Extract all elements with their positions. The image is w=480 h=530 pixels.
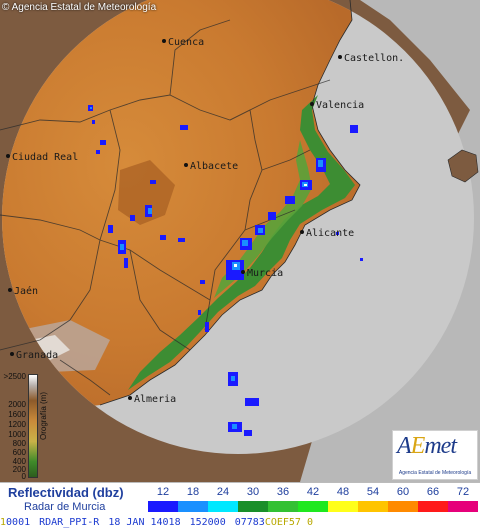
city-dot-granada [10,352,14,356]
radar-map: Cuenca Castellon. Valencia Ciudad Real A… [0,0,480,482]
snow-peaks [30,335,70,360]
reflectivity-level-value: 60 [396,486,410,498]
reflectivity-level-swatch [148,501,178,512]
reflectivity-level-swatch [238,501,268,512]
reflectivity-level: 36 [268,486,298,512]
city-label-almeria: Almeria [134,394,176,405]
city-markers: Cuenca Castellon. Valencia Ciudad Real A… [6,37,404,405]
highland [118,160,175,225]
oro-tick: 1000 [8,430,26,439]
aemet-logo-subtitle: Agencia Estatal de Meteorología [398,470,472,476]
reflectivity-level: 72 [448,486,478,512]
city-dot-albacete [184,163,188,167]
reflectivity-level: 18 [178,486,208,512]
reflectivity-level-value: 66 [426,486,440,498]
city-label-cuenca: Cuenca [168,37,204,48]
reflectivity-level-swatch [448,501,478,512]
city-label-valencia: Valencia [316,100,364,111]
reflectivity-level: 54 [358,486,388,512]
city-label-alicante: Alicante [306,228,354,239]
status-code: 0001 [6,517,31,528]
aemet-logo-mark: AEmet [397,433,457,459]
reflectivity-level-swatch [328,501,358,512]
orography-axis-title: Orografía (m) [39,392,48,441]
city-dot-almeria [128,396,132,400]
reflectivity-level-value: 18 [186,486,200,498]
oro-tick: 800 [12,439,26,448]
orography-legend: >2500 2000 1600 1200 1000 800 600 400 20… [0,372,60,481]
city-label-murcia: Murcia [247,268,283,279]
reflectivity-level-swatch [268,501,298,512]
reflectivity-scale: 12 18 24 30 36 42 48 54 60 66 72 [148,486,478,514]
reflectivity-level-value: 48 [336,486,350,498]
oro-tick: 1600 [8,410,26,419]
reflectivity-level-swatch [418,501,448,512]
oro-tick: >2500 [3,372,26,381]
reflectivity-level: 66 [418,486,448,512]
reflectivity-level: 30 [238,486,268,512]
copyright-notice: © Agencia Estatal de Meteorología [2,2,157,13]
city-label-albacete: Albacete [190,161,238,172]
city-dot-murcia [241,270,245,274]
aemet-logo: AEmet Agencia Estatal de Meteorología [392,430,478,480]
city-dot-cuenca [162,39,166,43]
city-dot-ciudad-real [6,154,10,158]
radar-name: Radar de Murcia [24,501,106,513]
city-dot-jaen [8,288,12,292]
status-date: 18 JAN 14018 [108,517,181,528]
land-mass [2,0,360,410]
city-dot-castellon [338,55,342,59]
oro-tick: 600 [12,448,26,457]
reflectivity-legend: Reflectividad (dbz) Radar de Murcia 12 18… [0,482,480,517]
status-line: 10001 RDAR_PPI-R 18 JAN 14018 152000 07783CO… [0,516,480,530]
city-dot-alicante [300,230,304,234]
reflectivity-level-swatch [358,501,388,512]
precipitation-echoes [88,105,363,436]
ibiza-island [447,149,479,183]
reflectivity-level: 42 [298,486,328,512]
city-label-granada: Granada [16,350,58,361]
reflectivity-level-value: 36 [276,486,290,498]
city-label-ciudad-real: Ciudad Real [12,152,78,163]
reflectivity-level: 12 [148,486,178,512]
oro-tick: 400 [12,457,26,466]
green-valley [214,140,312,298]
reflectivity-level-value: 12 [156,486,170,498]
reflectivity-level: 24 [208,486,238,512]
city-label-castellon: Castellon. [344,53,404,64]
reflectivity-level: 60 [388,486,418,512]
reflectivity-level-value: 24 [216,486,230,498]
reflectivity-level-swatch [298,501,328,512]
reflectivity-level-swatch [208,501,238,512]
orography-color-bar [28,374,38,478]
reflectivity-level-swatch [388,501,418,512]
reflectivity-level-swatch [178,501,208,512]
oro-tick: 0 [21,472,26,481]
status-prefix: 1 [0,517,7,528]
reflectivity-level: 48 [328,486,358,512]
city-label-jaen: Jaén [14,285,38,297]
status-suffix: COEF57 0 [264,517,313,528]
oro-tick: 2000 [8,400,26,409]
reflectivity-level-value: 54 [366,486,380,498]
status-time: 152000 [189,517,226,528]
status-product: RDAR_PPI-R [39,517,100,528]
reflectivity-level-value: 72 [456,486,470,498]
oro-tick: 1200 [8,420,26,429]
city-dot-valencia [310,102,314,106]
coastline [99,0,361,406]
status-id: 07783 [234,517,265,528]
reflectivity-title: Reflectividad (dbz) [8,485,124,500]
oro-tick: 200 [12,465,26,474]
reflectivity-level-value: 30 [246,486,260,498]
reflectivity-level-value: 42 [306,486,320,498]
